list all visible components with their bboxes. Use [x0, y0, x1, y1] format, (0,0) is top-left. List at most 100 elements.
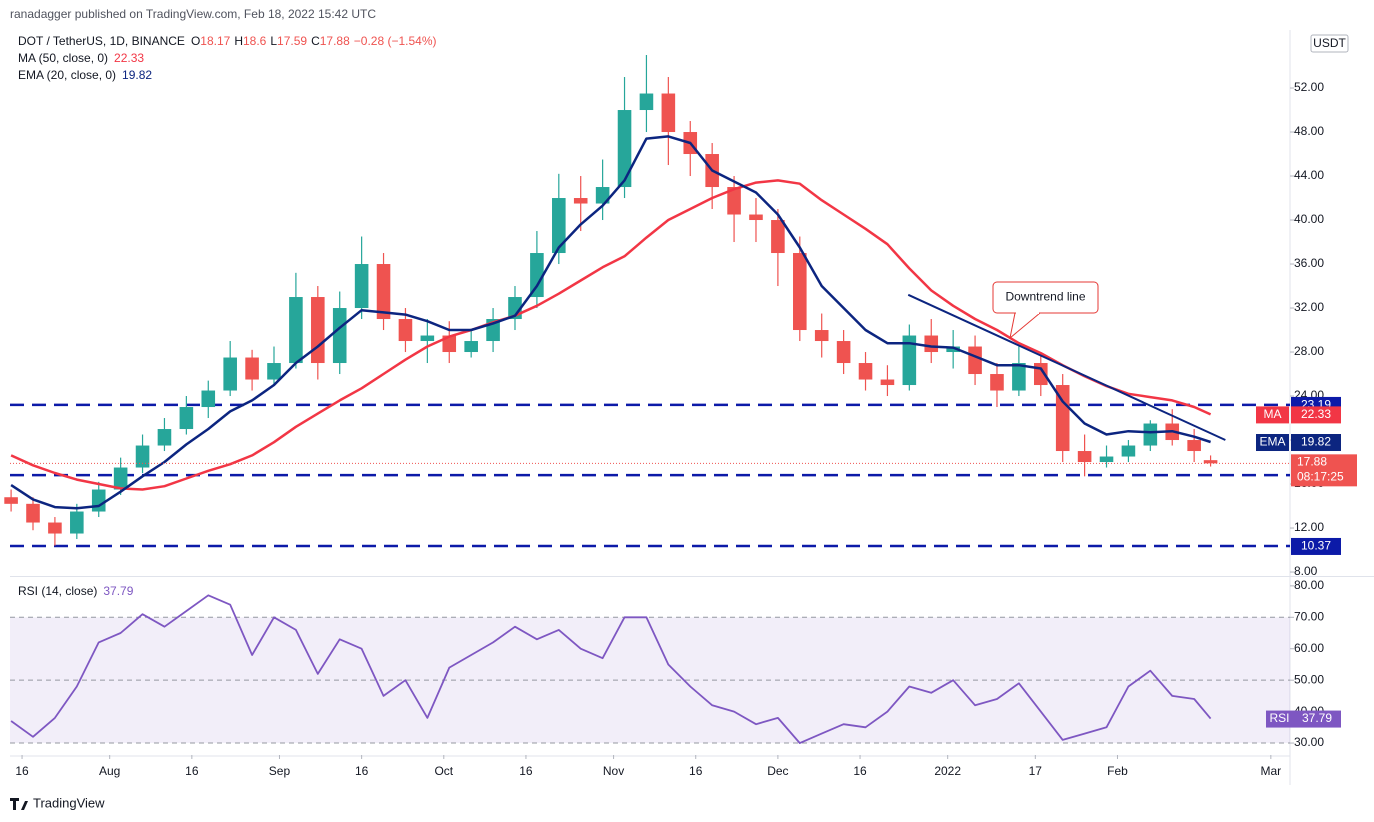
- indicator-tag-box[interactable]: [1256, 434, 1289, 452]
- y-tick-label: 8.00: [1294, 564, 1318, 578]
- rsi-tag[interactable]: RSI: [1269, 711, 1289, 725]
- legend-part: L: [270, 34, 277, 48]
- candle-body: [836, 341, 851, 364]
- candles: [4, 55, 1218, 546]
- candle-body: [968, 346, 982, 375]
- y-tick-label: 30.00: [1294, 735, 1324, 749]
- candle-body: [311, 297, 325, 364]
- logo-icon: [10, 798, 28, 810]
- candle-body: [727, 187, 741, 215]
- candle-body: [573, 198, 588, 204]
- y-tick-label: 80.00: [1294, 578, 1324, 592]
- candle-body: [924, 335, 939, 353]
- candle-body: [1187, 440, 1201, 452]
- legend-part: H: [234, 34, 243, 48]
- indicator-line: [10, 179, 1212, 491]
- support-resistance-levels: [10, 403, 1290, 548]
- candle-body: [179, 407, 194, 430]
- legend-part: 19.82: [122, 68, 152, 82]
- indicator-value-box[interactable]: [1291, 406, 1341, 424]
- level-value-box[interactable]: [1291, 537, 1341, 555]
- candle-body: [858, 363, 873, 380]
- candle-body: [1121, 445, 1136, 457]
- legend-part: −0.28 (−1.54%): [354, 34, 437, 48]
- y-tick-label: 32.00: [1294, 300, 1324, 314]
- legend-part: 18.6: [243, 34, 267, 48]
- candle-body: [223, 357, 237, 391]
- candle-body: [354, 264, 369, 309]
- x-tick-label: Dec: [767, 764, 788, 778]
- candle-body: [376, 264, 391, 320]
- candle-body: [1077, 451, 1092, 463]
- candle-body: [990, 374, 1004, 391]
- legend-part: 17.88: [320, 34, 350, 48]
- candle-body: [289, 297, 303, 364]
- indicator-value[interactable]: 19.82: [1301, 435, 1331, 449]
- indicator-value[interactable]: 22.33: [1301, 407, 1331, 421]
- price-value[interactable]: 17.88: [1297, 455, 1327, 469]
- indicator-line: [10, 135, 1211, 510]
- legend-part: 17.59: [277, 34, 307, 48]
- legend-indicator: MA (50, close, 0) 22.33: [18, 51, 144, 65]
- legend-part: 18.17: [200, 34, 230, 48]
- x-tick-label: 2022: [934, 764, 961, 778]
- level-value[interactable]: 10.37: [1301, 539, 1331, 553]
- candle-body: [48, 522, 62, 534]
- x-tick-label: 16: [185, 764, 199, 778]
- x-tick-label: Mar: [1260, 764, 1281, 778]
- countdown[interactable]: 08:17:25: [1297, 470, 1344, 484]
- price-box[interactable]: [1291, 454, 1357, 487]
- rsi-tag-box[interactable]: [1266, 710, 1293, 728]
- y-tick-label: 52.00: [1294, 80, 1324, 94]
- candle-body: [157, 429, 172, 446]
- y-tick-label: 48.00: [1294, 124, 1324, 138]
- x-tick-label: Nov: [603, 764, 624, 778]
- candle-body: [749, 214, 763, 221]
- annotation-box: [992, 281, 1099, 314]
- footer-brand: TradingView: [33, 795, 105, 810]
- candle-body: [617, 110, 632, 188]
- legend-part: EMA (20, close, 0): [18, 68, 116, 82]
- x-tick-label: 16: [519, 764, 533, 778]
- annotation-text: Downtrend line: [1005, 290, 1085, 304]
- indicator-tag[interactable]: EMA: [1259, 435, 1285, 449]
- candle-body: [1203, 460, 1218, 464]
- currency-label[interactable]: USDT: [1313, 36, 1346, 50]
- candle-body: [4, 497, 18, 504]
- legend-indicator: EMA (20, close, 0) 19.82: [18, 68, 152, 82]
- candle-body: [113, 467, 128, 490]
- indicator-tag-box[interactable]: [1256, 406, 1289, 424]
- legend-main: DOT / TetherUS, 1D, BINANCE O18.17 H18.6 L1…: [18, 34, 437, 48]
- candle-body: [793, 253, 807, 331]
- x-tick-label: Feb: [1107, 764, 1128, 778]
- candle-body: [902, 335, 917, 386]
- rsi-value[interactable]: 37.79: [1302, 711, 1332, 725]
- candle-body: [442, 335, 457, 353]
- candle-body: [595, 187, 610, 204]
- x-tick-label: Sep: [269, 764, 291, 778]
- candle-body: [880, 379, 895, 386]
- indicator-value-box[interactable]: [1291, 434, 1341, 452]
- candle-body: [1055, 385, 1070, 452]
- y-tick-label: 12.00: [1294, 520, 1324, 534]
- currency-box[interactable]: [1310, 34, 1349, 53]
- footer: TradingView: [10, 795, 105, 810]
- candle-body: [201, 390, 216, 408]
- legend-rsi: RSI (14, close) 37.79: [18, 584, 134, 598]
- candle-body: [1099, 456, 1114, 463]
- candle-body: [135, 445, 150, 468]
- candle-body: [245, 357, 259, 380]
- candle-body: [70, 511, 84, 534]
- annotation: Downtrend line: [992, 281, 1099, 340]
- indicator-tag[interactable]: MA: [1264, 407, 1282, 421]
- x-tick-label: Oct: [434, 764, 453, 778]
- candle-body: [91, 489, 106, 512]
- candle-body: [639, 93, 654, 111]
- candle-body: [332, 308, 347, 364]
- candle-body: [530, 253, 544, 298]
- rsi-value-box[interactable]: [1293, 710, 1341, 728]
- candle-body: [398, 319, 413, 342]
- legend-part: C: [311, 34, 320, 48]
- x-tick-label: 16: [853, 764, 867, 778]
